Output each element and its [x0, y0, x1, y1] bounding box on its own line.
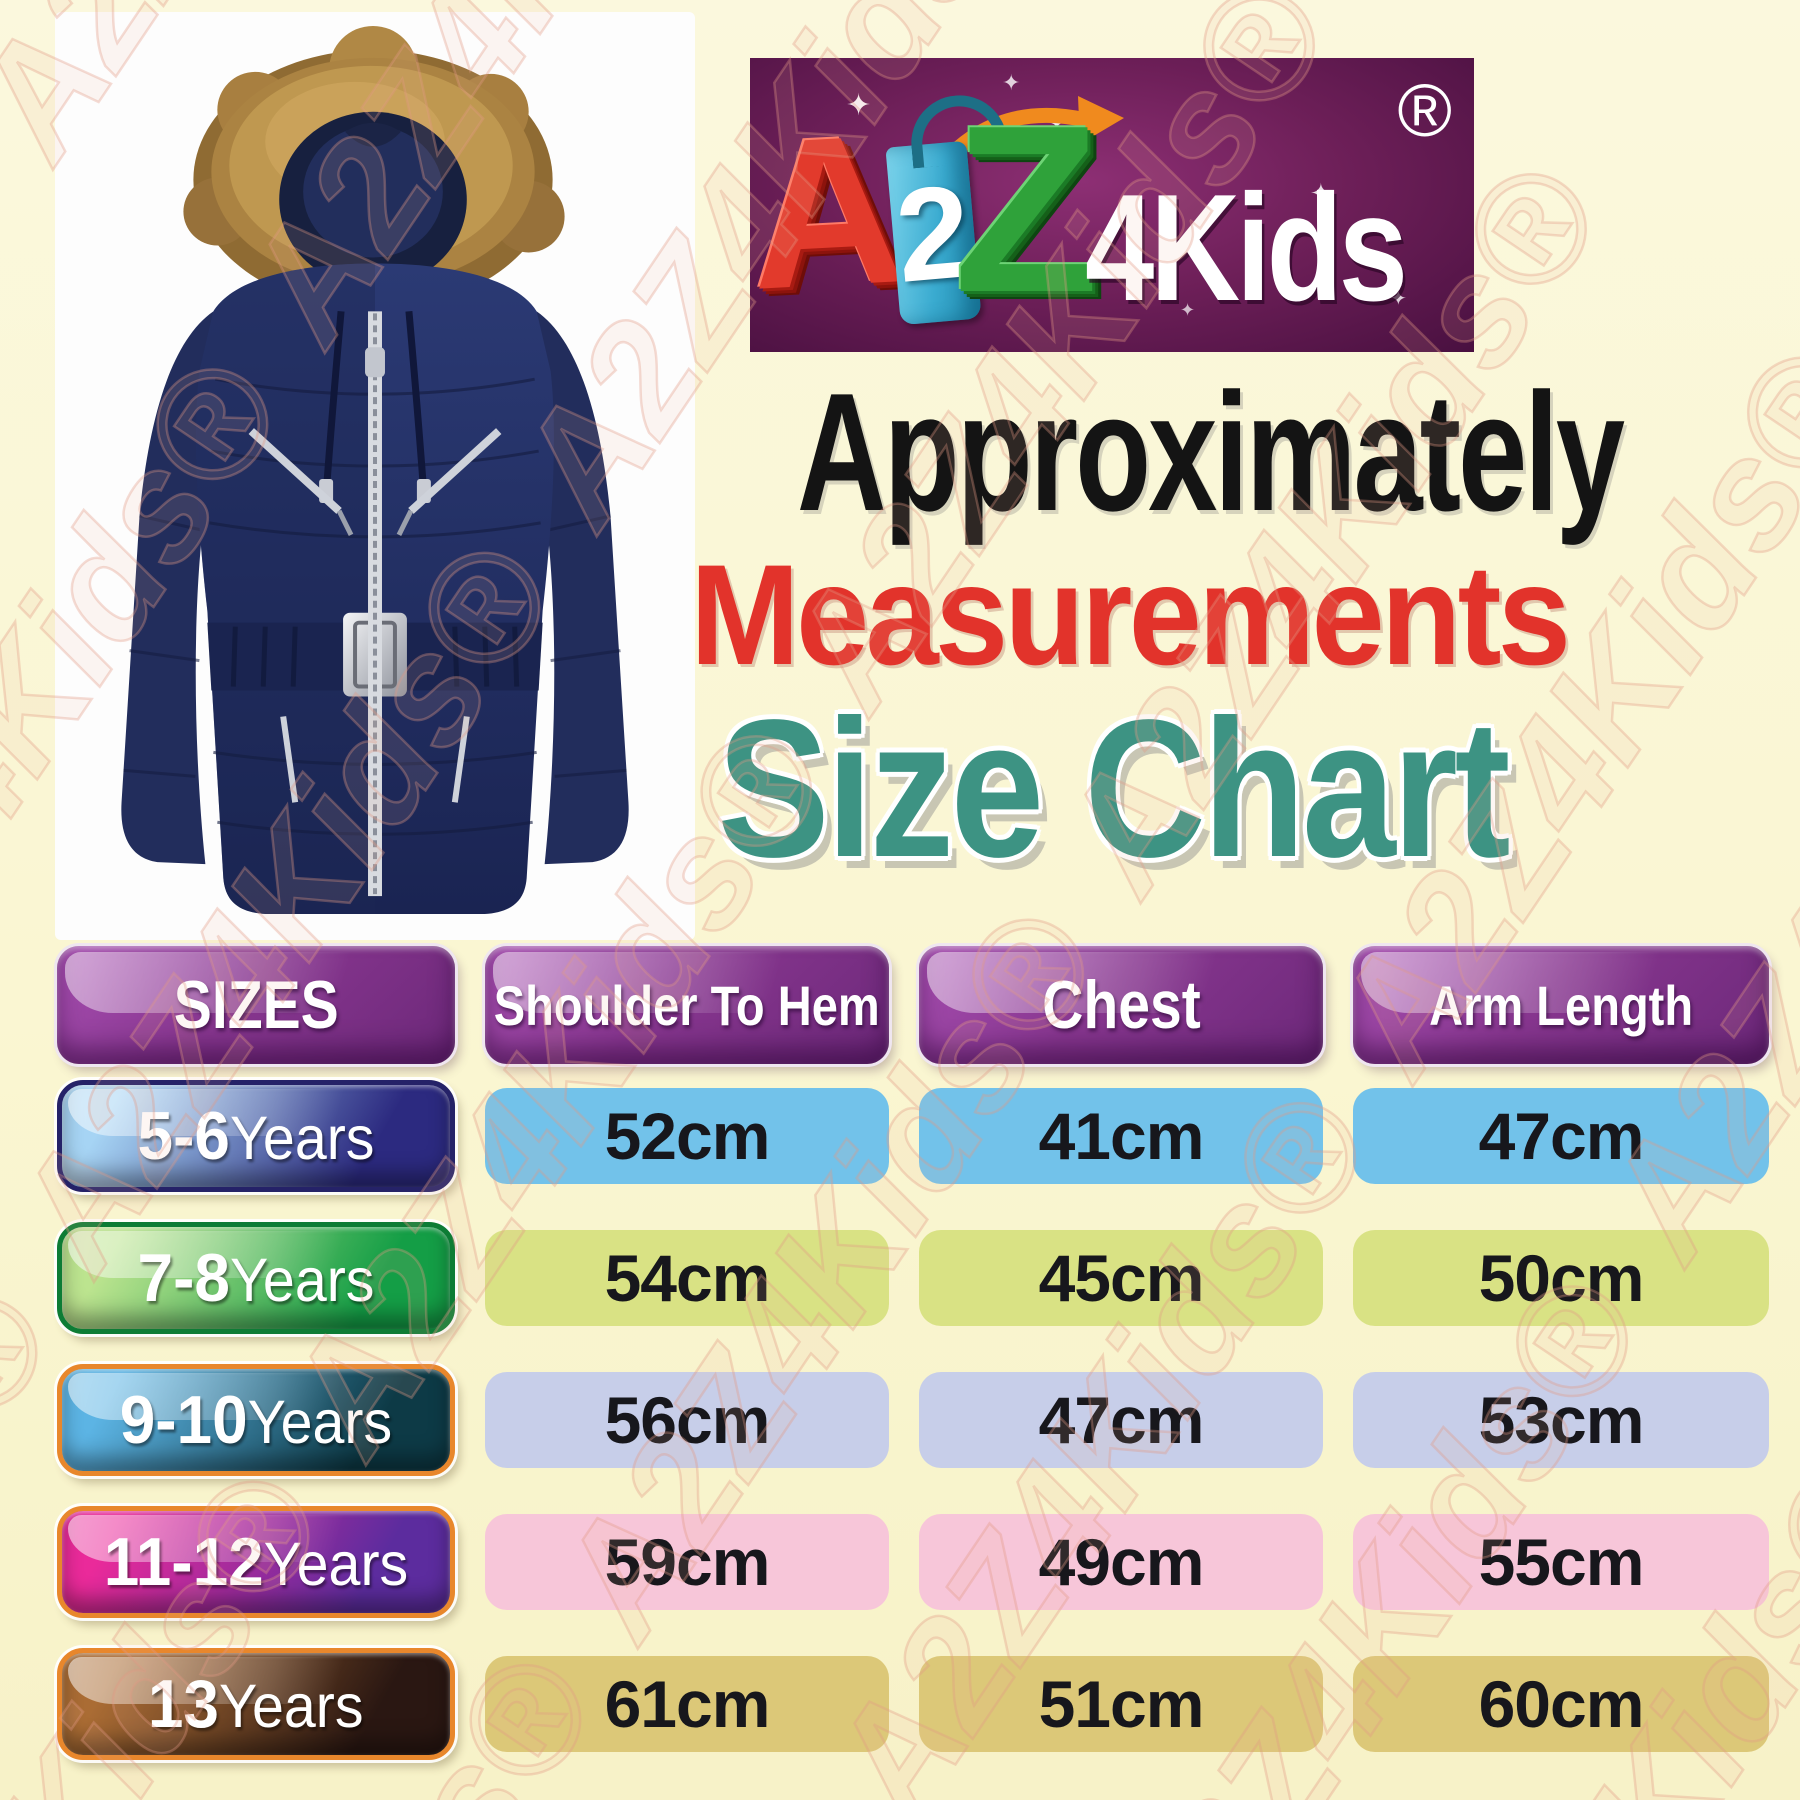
column-header-shoulder-to-hem: Shoulder To Hem	[485, 946, 889, 1064]
table-cell-arm: 55cm	[1353, 1514, 1769, 1610]
table-cell-arm: 50cm	[1353, 1230, 1769, 1326]
headline-approximately: Approximately	[796, 358, 1625, 546]
registered-trademark-icon: ®	[1397, 69, 1452, 152]
column-header-chest: Chest	[919, 946, 1323, 1064]
table-cell-shoulder: 54cm	[485, 1230, 889, 1326]
table-cell-chest: 41cm	[919, 1088, 1323, 1184]
size-badge-11-12-years: 11-12Years	[57, 1506, 455, 1618]
table-cell-arm: 53cm	[1353, 1372, 1769, 1468]
size-table: SIZES Shoulder To Hem Chest Arm Length 5…	[57, 945, 1769, 1775]
jacket-body	[196, 263, 554, 915]
logo-letters: A 2 Z 4Kids	[750, 58, 1474, 352]
table-cell-shoulder: 61cm	[485, 1656, 889, 1752]
logo-letter-a: A	[750, 89, 910, 334]
table-cell-chest: 47cm	[919, 1372, 1323, 1468]
table-cell-chest: 51cm	[919, 1656, 1323, 1752]
size-badge-9-10-years: 9-10Years	[57, 1364, 455, 1476]
hood-fur	[183, 25, 565, 310]
table-cell-chest: 45cm	[919, 1230, 1323, 1326]
table-cell-shoulder: 56cm	[485, 1372, 889, 1468]
table-cell-chest: 49cm	[919, 1514, 1323, 1610]
table-cell-shoulder: 59cm	[485, 1514, 889, 1610]
product-photo	[55, 12, 695, 940]
size-badge-13-years: 13Years	[57, 1648, 455, 1760]
header-section: ✦ ✦ ✦ ✦ ✦ ✦ ✦ A 2 Z 4Kids ® Approximatel…	[652, 0, 1625, 898]
headline-measurements: Measurements	[690, 536, 1571, 695]
table-cell-shoulder: 52cm	[485, 1088, 889, 1184]
column-header-arm-length: Arm Length	[1353, 946, 1769, 1064]
logo-letter-z: Z	[953, 77, 1100, 342]
logo-suffix: 4Kids	[1085, 163, 1408, 333]
size-badge-5-6-years: 5-6Years	[57, 1080, 455, 1192]
brand-logo: ✦ ✦ ✦ ✦ ✦ ✦ ✦ A 2 Z 4Kids ®	[750, 58, 1474, 352]
headline-size-chart: Size Chart	[717, 679, 1510, 898]
size-badge-7-8-years: 7-8Years	[57, 1222, 455, 1334]
table-cell-arm: 47cm	[1353, 1088, 1769, 1184]
table-cell-arm: 60cm	[1353, 1656, 1769, 1752]
watermark-text: A2Z4Kids®	[0, 0, 276, 4]
jacket-image	[121, 25, 629, 915]
watermark-text: A2Z4Kids®	[0, 146, 44, 933]
column-header-sizes: SIZES	[57, 946, 455, 1064]
